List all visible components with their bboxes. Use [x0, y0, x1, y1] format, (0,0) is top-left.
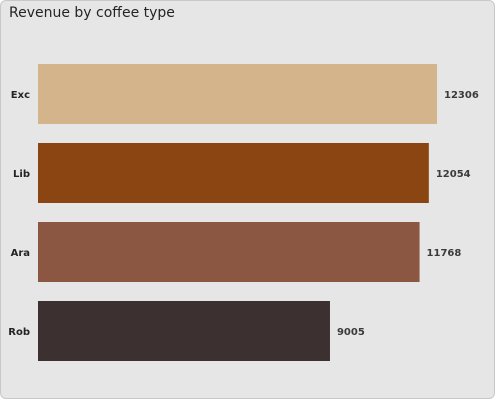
- data-label-ara: 11768: [427, 248, 462, 259]
- data-label-rob: 9005: [337, 327, 365, 338]
- data-label-lib: 12054: [436, 169, 471, 180]
- data-label-exc: 12306: [444, 90, 479, 101]
- bar-ara[interactable]: [38, 222, 420, 282]
- bar-lib[interactable]: [38, 143, 429, 203]
- bar-exc[interactable]: [38, 64, 437, 124]
- bar-rob[interactable]: [38, 301, 330, 361]
- category-label-rob: Rob: [8, 327, 30, 338]
- category-label-lib: Lib: [13, 169, 30, 180]
- category-label-ara: Ara: [11, 248, 30, 259]
- category-label-exc: Exc: [11, 90, 30, 101]
- chart-title: Revenue by coffee type: [9, 5, 175, 21]
